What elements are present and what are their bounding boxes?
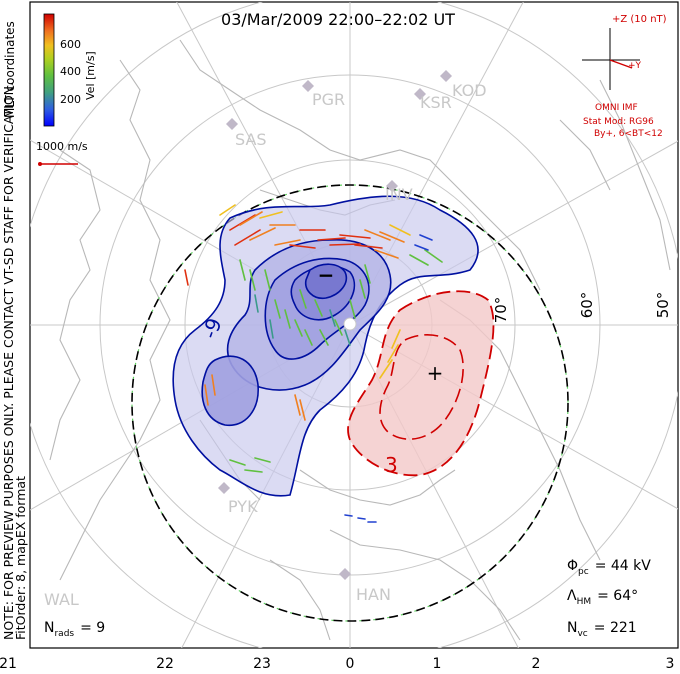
- radar-label-kod: KOD: [452, 81, 487, 100]
- x-tick-label: 2: [532, 656, 541, 672]
- radar-label-wal: WAL: [44, 590, 79, 609]
- positive-cell: [347, 290, 495, 477]
- imf-model-line2: By+, 6<BT<12: [594, 129, 663, 139]
- vector-scale: 1000 m/s: [36, 140, 88, 166]
- lat-label-50: 50°: [654, 292, 672, 319]
- vector-scale-label: 1000 m/s: [36, 140, 88, 153]
- map-area: − + -9 3 PGR KSR KOD SAS INV PYK HAN WAL…: [30, 2, 678, 648]
- radar-label-han: HAN: [356, 585, 391, 604]
- radar-sites: [218, 70, 452, 580]
- imf-y-label: +Y: [628, 61, 642, 71]
- radar-label-inv: INV: [385, 185, 413, 204]
- fit-order-note: FitOrder: 8, mapEX format: [13, 476, 28, 640]
- colorbar-tick-400: 400: [60, 65, 81, 78]
- stat-lambda: ΛHM = 64°: [567, 588, 638, 607]
- coord-label: MLT coordinates: [3, 21, 17, 118]
- imf-model-line1: Stat Mod: RG96: [583, 117, 654, 127]
- radar-label-ksr: KSR: [420, 93, 452, 112]
- preview-note: NOTE: FOR PREVIEW PURPOSES ONLY. PLEASE …: [1, 82, 16, 640]
- x-tick-label: 3: [666, 656, 675, 672]
- lat-label-60: 60°: [578, 292, 596, 319]
- x-tick-label: 23: [253, 656, 271, 672]
- radar-label-pgr: PGR: [312, 90, 345, 109]
- velocity-vectors: [184, 204, 443, 523]
- min-marker: −: [318, 263, 335, 287]
- colorbar-tick-600: 600: [60, 38, 81, 51]
- x-tick-label: 0: [346, 656, 355, 672]
- plot-title: 03/Mar/2009 22:00–22:02 UT: [221, 10, 455, 29]
- imf-z-label: +Z (10 nT): [612, 14, 667, 25]
- imf-clock: +Z (10 nT) +Y OMNI IMF Stat Mod: RG96 By…: [582, 14, 667, 139]
- colorbar-gradient: [43, 13, 55, 127]
- stats-block: Φpc = 44 kV ΛHM = 64° Nvc = 221 Nrads = 9: [44, 558, 651, 639]
- stat-phi: Φpc = 44 kV: [567, 558, 651, 577]
- x-axis-ticks: 21 22 23 0 1 2 3: [0, 656, 674, 672]
- contour-label-pos: 3: [385, 453, 398, 477]
- lat-label-70: 70°: [492, 297, 510, 324]
- x-tick-label: 1: [433, 656, 442, 672]
- max-marker: +: [427, 361, 444, 385]
- stat-nrads: Nrads = 9: [44, 620, 105, 639]
- hm-boundary: [131, 184, 569, 622]
- velocity-colorbar: 600 400 200 Vel [m/s]: [43, 13, 97, 127]
- radar-label-pyk: PYK: [228, 497, 258, 516]
- radar-label-sas: SAS: [235, 130, 267, 149]
- imf-vector: [609, 59, 633, 69]
- stat-nvc: Nvc = 221: [567, 620, 637, 639]
- x-tick-label: 22: [156, 656, 174, 672]
- colorbar-label: Vel [m/s]: [84, 51, 97, 100]
- x-tick-label: 21: [0, 656, 17, 672]
- vector-scale-dot: [38, 162, 42, 166]
- imf-source: OMNI IMF: [595, 103, 638, 113]
- pole-marker: [343, 317, 357, 331]
- colorbar-tick-200: 200: [60, 93, 81, 106]
